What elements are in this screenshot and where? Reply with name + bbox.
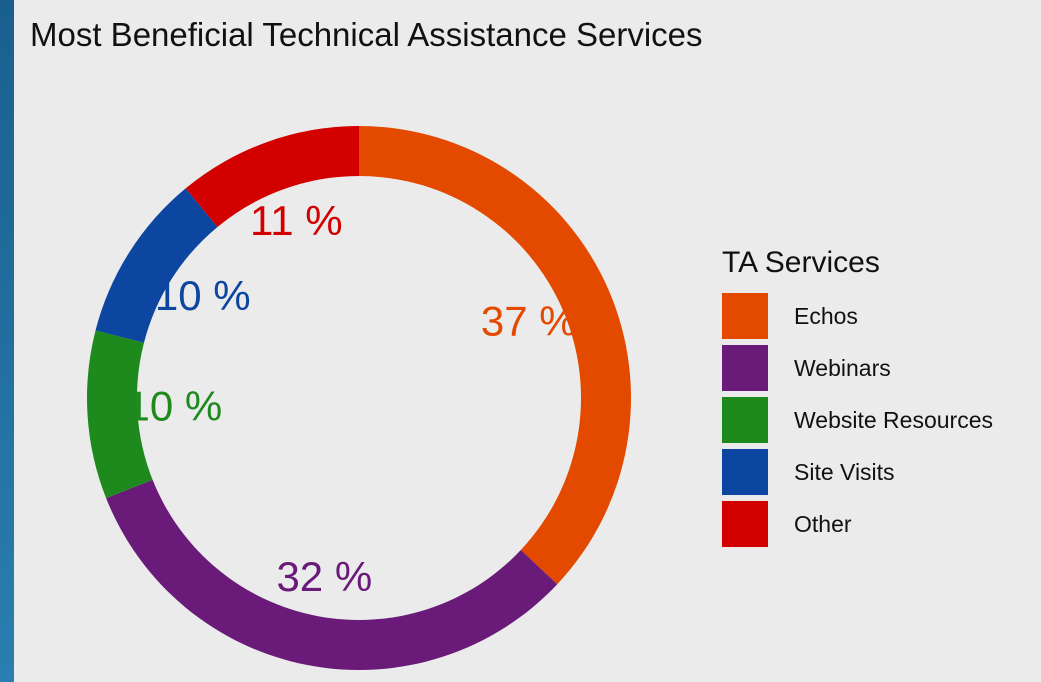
legend-item: Echos [722, 290, 993, 342]
chart-panel: Most Beneficial Technical Assistance Ser… [14, 0, 1041, 682]
legend-item: Other [722, 498, 993, 550]
legend-title: TA Services [722, 246, 880, 279]
chart-title: Most Beneficial Technical Assistance Ser… [30, 16, 703, 53]
data-label: 37 % [481, 298, 577, 345]
legend-label: Website Resources [794, 406, 993, 433]
legend-item: Site Visits [722, 446, 993, 498]
slice-website-resources [86, 330, 153, 499]
legend-swatch [722, 397, 768, 443]
legend-item: Webinars [722, 342, 993, 394]
legend-swatch [722, 449, 768, 495]
data-label: 32 % [276, 553, 372, 600]
slice-other [185, 126, 359, 227]
legend-label: Site Visits [794, 458, 895, 485]
slice-site-visits [95, 188, 218, 343]
data-label: 10 % [126, 383, 222, 430]
data-label: 11 % [250, 197, 343, 244]
legend-item: Website Resources [722, 394, 993, 446]
slice-webinars [106, 479, 558, 671]
donut-chart: 37 % 32 % 10 % 10 % 11 % [86, 126, 632, 671]
data-label: 10 % [155, 272, 251, 319]
legend: TA Services Echos Webinars Website Resou… [722, 246, 993, 550]
legend-swatch [722, 345, 768, 391]
legend-label: Echos [794, 302, 858, 329]
legend-label: Webinars [794, 354, 891, 381]
legend-swatch [722, 293, 768, 339]
slice-echos [359, 126, 632, 585]
legend-swatch [722, 501, 768, 547]
legend-label: Other [794, 510, 852, 537]
